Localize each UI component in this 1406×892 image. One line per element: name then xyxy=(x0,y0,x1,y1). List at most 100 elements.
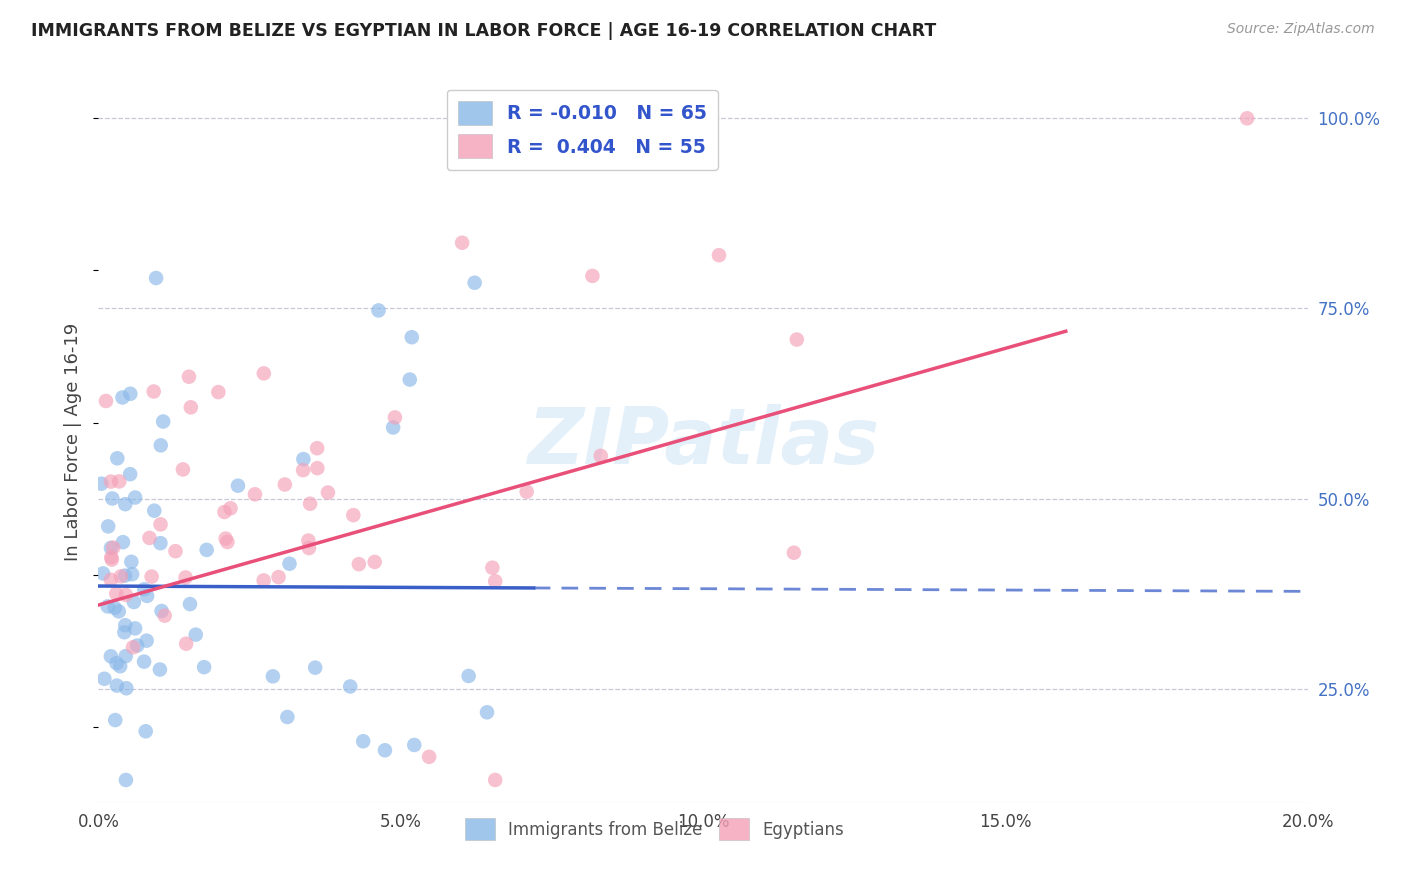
Point xyxy=(100,649,122,664)
Point xyxy=(276,710,298,724)
Point xyxy=(136,589,159,603)
Point xyxy=(93,672,115,686)
Point xyxy=(475,706,498,720)
Point xyxy=(243,487,266,501)
Point xyxy=(278,557,301,571)
Point xyxy=(114,568,136,582)
Point xyxy=(100,573,122,587)
Point xyxy=(214,505,236,519)
Point xyxy=(149,438,172,452)
Point xyxy=(101,491,124,506)
Point xyxy=(105,656,128,670)
Point xyxy=(174,570,197,584)
Point xyxy=(115,588,138,602)
Point xyxy=(404,738,426,752)
Point xyxy=(111,535,134,549)
Point xyxy=(581,268,603,283)
Point xyxy=(112,625,135,640)
Point xyxy=(104,713,127,727)
Point xyxy=(363,555,385,569)
Point xyxy=(100,475,122,489)
Point xyxy=(90,476,112,491)
Point xyxy=(111,391,134,405)
Point xyxy=(339,680,361,694)
Point xyxy=(195,542,218,557)
Point xyxy=(101,552,124,566)
Point xyxy=(103,541,125,555)
Point xyxy=(135,633,157,648)
Text: IMMIGRANTS FROM BELIZE VS EGYPTIAN IN LABOR FORCE | AGE 16-19 CORRELATION CHART: IMMIGRANTS FROM BELIZE VS EGYPTIAN IN LA… xyxy=(31,22,936,40)
Point xyxy=(114,618,136,632)
Point xyxy=(100,541,122,555)
Text: ZIPatlas: ZIPatlas xyxy=(527,403,879,480)
Point xyxy=(114,497,136,511)
Point xyxy=(484,772,506,787)
Point xyxy=(104,600,127,615)
Text: Source: ZipAtlas.com: Source: ZipAtlas.com xyxy=(1227,22,1375,37)
Point xyxy=(124,491,146,505)
Point xyxy=(143,503,166,517)
Point xyxy=(316,485,339,500)
Point xyxy=(267,570,290,584)
Point xyxy=(122,640,145,655)
Point xyxy=(274,477,297,491)
Point xyxy=(292,452,315,467)
Point xyxy=(149,517,172,532)
Point xyxy=(589,449,612,463)
Point xyxy=(307,461,329,475)
Point xyxy=(783,546,806,560)
Point xyxy=(342,508,364,523)
Point xyxy=(707,248,730,262)
Point xyxy=(367,303,389,318)
Point xyxy=(299,497,322,511)
Point xyxy=(262,669,284,683)
Point xyxy=(142,384,165,399)
Point xyxy=(153,608,176,623)
Point xyxy=(418,749,440,764)
Point xyxy=(177,369,200,384)
Point xyxy=(138,531,160,545)
Point xyxy=(219,501,242,516)
Point xyxy=(292,463,315,477)
Point xyxy=(122,595,145,609)
Point xyxy=(114,649,136,664)
Point xyxy=(165,544,187,558)
Point xyxy=(115,681,138,696)
Point xyxy=(304,660,326,674)
Point xyxy=(105,586,128,600)
Point xyxy=(172,462,194,476)
Point xyxy=(193,660,215,674)
Point xyxy=(152,415,174,429)
Point xyxy=(110,569,132,583)
Y-axis label: In Labor Force | Age 16-19: In Labor Force | Age 16-19 xyxy=(65,322,83,561)
Point xyxy=(516,484,538,499)
Point xyxy=(97,599,120,614)
Point xyxy=(105,451,128,466)
Point xyxy=(347,557,370,571)
Point xyxy=(107,604,129,618)
Point xyxy=(108,659,131,673)
Point xyxy=(120,467,142,482)
Point xyxy=(141,569,163,583)
Point xyxy=(135,724,157,739)
Point xyxy=(786,333,808,347)
Point xyxy=(352,734,374,748)
Point xyxy=(149,663,172,677)
Point xyxy=(180,401,202,415)
Point xyxy=(105,679,128,693)
Point xyxy=(115,772,138,787)
Point xyxy=(127,639,149,653)
Point xyxy=(120,386,142,401)
Point xyxy=(298,541,321,555)
Point xyxy=(184,627,207,641)
Point xyxy=(384,410,406,425)
Point xyxy=(108,475,131,489)
Point xyxy=(124,621,146,635)
Point xyxy=(1236,112,1258,126)
Point xyxy=(451,235,474,250)
Point xyxy=(134,582,156,597)
Point xyxy=(382,420,405,434)
Point xyxy=(226,479,249,493)
Point xyxy=(401,330,423,344)
Point xyxy=(374,743,396,757)
